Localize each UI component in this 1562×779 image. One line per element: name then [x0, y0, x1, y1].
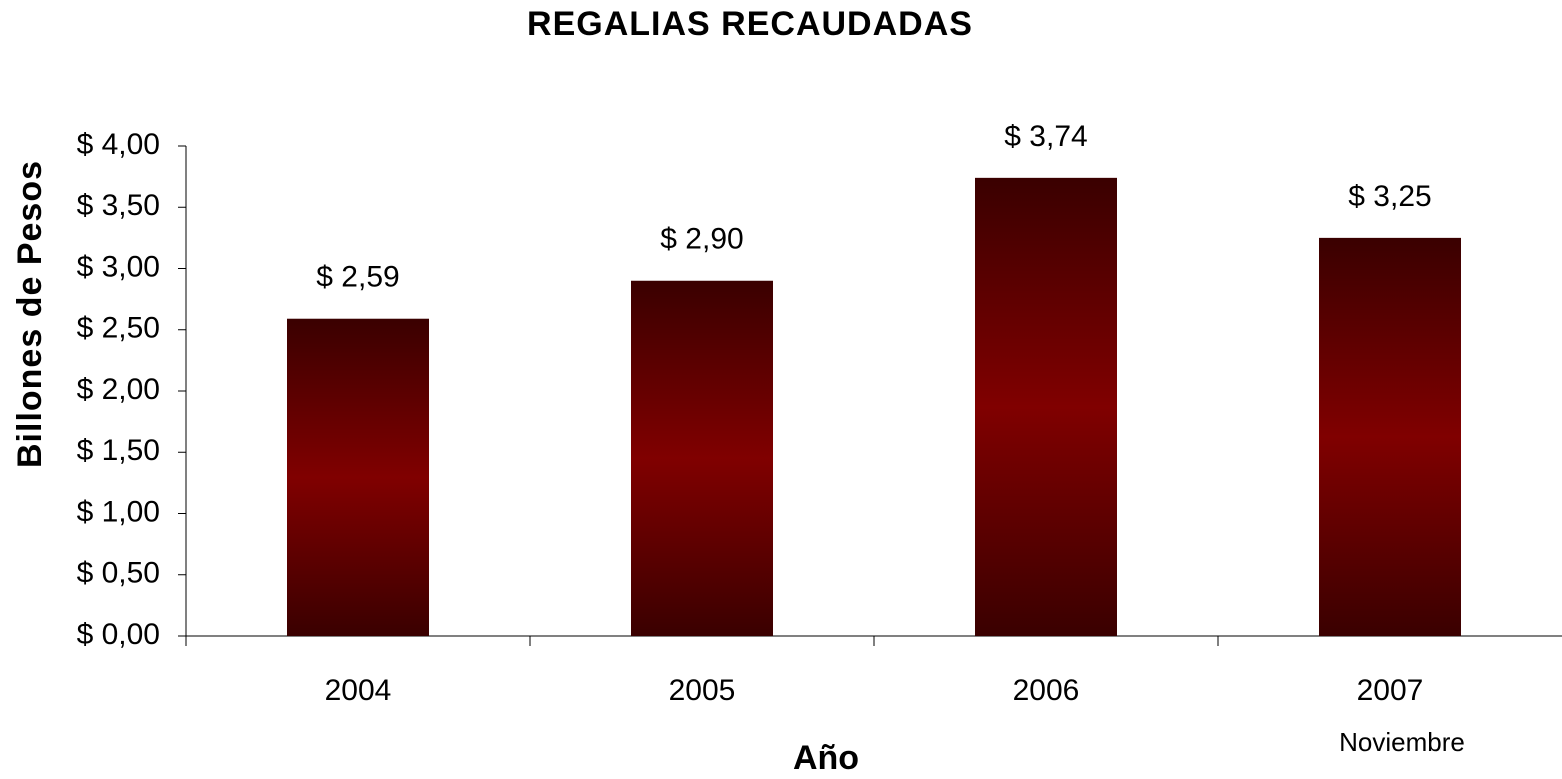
data-label: $ 2,90 — [660, 223, 743, 256]
y-axis-title: Billones de Pesos — [11, 160, 49, 468]
y-tick-label: $ 0,50 — [77, 557, 160, 590]
chart-title: REGALIAS RECAUDADAS — [527, 5, 973, 43]
bar — [631, 280, 773, 636]
data-label: $ 3,25 — [1348, 180, 1431, 213]
x-tick-label: 2006 — [1013, 674, 1080, 707]
y-tick-label: $ 4,00 — [77, 128, 160, 161]
y-tick-label: $ 0,00 — [77, 618, 160, 651]
bar — [287, 318, 429, 636]
y-tick-label: $ 1,00 — [77, 495, 160, 528]
x-tick-label: 2005 — [669, 674, 736, 707]
bar — [975, 177, 1117, 636]
y-tick-label: $ 1,50 — [77, 434, 160, 467]
bar — [1319, 237, 1461, 636]
y-tick-label: $ 3,00 — [77, 250, 160, 283]
x-axis-title: Año — [793, 739, 859, 777]
annotation: Noviembre — [1339, 727, 1465, 757]
y-tick-label: $ 2,50 — [77, 312, 160, 345]
data-label: $ 2,59 — [316, 261, 399, 294]
x-tick-label: 2007 — [1357, 674, 1424, 707]
y-tick-label: $ 2,00 — [77, 373, 160, 406]
x-tick-label: 2004 — [325, 674, 392, 707]
y-tick-label: $ 3,50 — [77, 189, 160, 222]
data-label: $ 3,74 — [1004, 120, 1087, 153]
